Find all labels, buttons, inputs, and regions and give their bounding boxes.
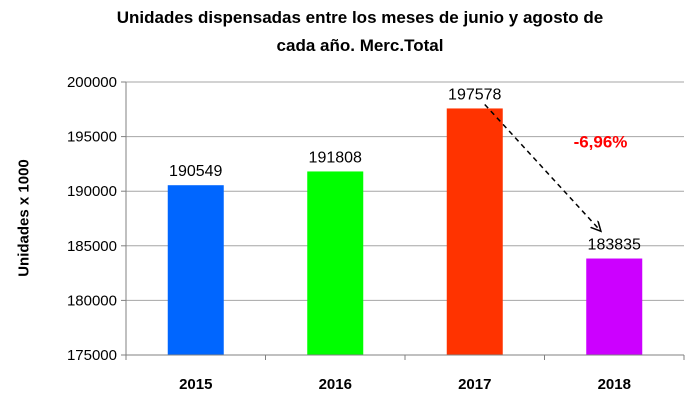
change-percentage-label: -6,96% <box>574 132 628 151</box>
y-tick-label: 195000 <box>67 129 117 146</box>
bar-2018 <box>586 258 643 355</box>
bar-2015 <box>167 185 224 355</box>
y-tick-label: 190000 <box>67 183 117 200</box>
bars <box>167 108 643 355</box>
y-tick-label: 175000 <box>67 347 117 364</box>
chart-title-line-1: Unidades dispensadas entre los meses de … <box>116 8 604 27</box>
chart-title-line-2: cada año. Merc.Total <box>276 36 444 55</box>
data-label-2016: 191808 <box>309 149 362 166</box>
y-tick-label: 185000 <box>67 238 117 255</box>
annotation: -6,96% <box>484 103 628 230</box>
change-arrow <box>484 103 601 230</box>
x-tick-label-2016: 2016 <box>319 376 352 393</box>
data-label-2017: 197578 <box>448 86 501 103</box>
labels: 175000 180000 185000 190000 195000 200000 1905… <box>67 74 641 393</box>
axes <box>121 81 685 360</box>
bar-2016 <box>307 171 364 355</box>
data-label-2018: 183835 <box>588 237 641 254</box>
x-tick-label-2018: 2018 <box>598 376 631 393</box>
bar-2017 <box>446 108 503 355</box>
x-tick-label-2015: 2015 <box>179 376 212 393</box>
data-label-2015: 190549 <box>169 163 222 180</box>
y-tick-label: 200000 <box>67 74 117 91</box>
chart-title: Unidades dispensadas entre los meses de … <box>60 4 660 60</box>
x-tick-label-2017: 2017 <box>458 376 491 393</box>
y-tick-label: 180000 <box>67 292 117 309</box>
